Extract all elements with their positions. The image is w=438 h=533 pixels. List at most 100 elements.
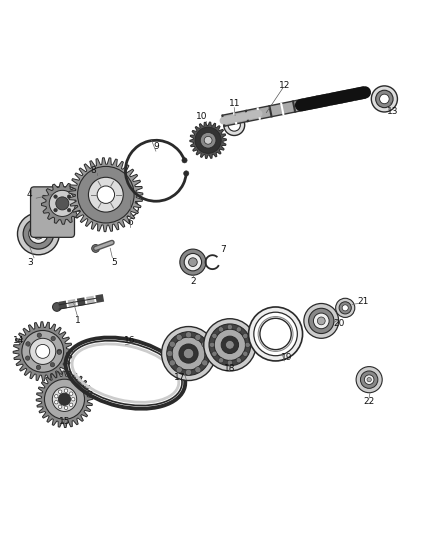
Text: 10: 10 bbox=[196, 112, 207, 121]
Circle shape bbox=[342, 305, 348, 311]
Circle shape bbox=[195, 127, 221, 154]
Circle shape bbox=[71, 398, 75, 401]
Text: 2: 2 bbox=[190, 277, 196, 286]
Circle shape bbox=[200, 133, 216, 148]
Text: 16: 16 bbox=[124, 336, 135, 345]
Circle shape bbox=[70, 392, 73, 395]
Circle shape bbox=[176, 367, 182, 373]
Circle shape bbox=[245, 342, 251, 348]
Circle shape bbox=[184, 349, 194, 359]
Circle shape bbox=[212, 351, 217, 357]
Polygon shape bbox=[42, 182, 83, 224]
Circle shape bbox=[356, 367, 382, 393]
Circle shape bbox=[55, 400, 58, 404]
Circle shape bbox=[54, 208, 57, 212]
Circle shape bbox=[228, 119, 240, 131]
Circle shape bbox=[167, 351, 173, 357]
Text: 11: 11 bbox=[229, 99, 240, 108]
Circle shape bbox=[367, 377, 371, 382]
Circle shape bbox=[318, 317, 325, 325]
Circle shape bbox=[56, 197, 69, 210]
Circle shape bbox=[167, 332, 210, 375]
Circle shape bbox=[380, 94, 389, 104]
Circle shape bbox=[172, 337, 205, 370]
Circle shape bbox=[185, 332, 191, 338]
Circle shape bbox=[92, 245, 99, 253]
Circle shape bbox=[204, 319, 256, 371]
Text: 9: 9 bbox=[153, 142, 159, 151]
Circle shape bbox=[226, 341, 234, 349]
Circle shape bbox=[58, 405, 62, 408]
Circle shape bbox=[254, 312, 297, 356]
Circle shape bbox=[336, 298, 355, 318]
Circle shape bbox=[57, 350, 61, 354]
Circle shape bbox=[57, 349, 61, 353]
Circle shape bbox=[360, 371, 378, 389]
Circle shape bbox=[121, 199, 138, 216]
Circle shape bbox=[227, 325, 233, 329]
Circle shape bbox=[23, 219, 53, 249]
Circle shape bbox=[29, 224, 48, 244]
Circle shape bbox=[371, 86, 397, 112]
Circle shape bbox=[219, 358, 223, 363]
Circle shape bbox=[304, 303, 339, 338]
Circle shape bbox=[204, 351, 210, 357]
Text: 20: 20 bbox=[333, 319, 344, 328]
Circle shape bbox=[162, 327, 215, 381]
Circle shape bbox=[376, 90, 393, 108]
Circle shape bbox=[180, 249, 206, 275]
Polygon shape bbox=[36, 371, 93, 427]
Circle shape bbox=[249, 307, 303, 361]
Circle shape bbox=[67, 208, 71, 212]
Circle shape bbox=[49, 190, 75, 216]
Circle shape bbox=[88, 177, 123, 212]
Polygon shape bbox=[13, 322, 72, 381]
Circle shape bbox=[188, 258, 197, 266]
Circle shape bbox=[169, 360, 175, 366]
Circle shape bbox=[18, 213, 59, 255]
Circle shape bbox=[364, 375, 374, 384]
Circle shape bbox=[58, 390, 62, 393]
Text: 6: 6 bbox=[127, 219, 133, 228]
Circle shape bbox=[209, 342, 215, 348]
Circle shape bbox=[26, 342, 30, 346]
Circle shape bbox=[45, 379, 85, 419]
Circle shape bbox=[55, 394, 58, 398]
Circle shape bbox=[219, 327, 223, 332]
Text: 17: 17 bbox=[174, 373, 186, 382]
Text: 13: 13 bbox=[387, 108, 399, 117]
Text: 4: 4 bbox=[27, 190, 32, 199]
Circle shape bbox=[169, 341, 175, 347]
Circle shape bbox=[126, 204, 134, 212]
Circle shape bbox=[176, 334, 182, 341]
Text: 14: 14 bbox=[13, 336, 25, 345]
Text: 21: 21 bbox=[357, 297, 368, 306]
Circle shape bbox=[179, 344, 198, 363]
FancyBboxPatch shape bbox=[31, 187, 74, 237]
Circle shape bbox=[201, 360, 208, 366]
Text: 15: 15 bbox=[59, 416, 70, 425]
Circle shape bbox=[209, 324, 251, 366]
Circle shape bbox=[224, 115, 245, 135]
Circle shape bbox=[227, 360, 233, 365]
Circle shape bbox=[53, 303, 61, 311]
Circle shape bbox=[67, 195, 71, 198]
Polygon shape bbox=[69, 158, 143, 232]
Circle shape bbox=[182, 158, 187, 163]
Circle shape bbox=[309, 308, 334, 334]
Circle shape bbox=[36, 344, 49, 358]
Circle shape bbox=[243, 351, 248, 357]
Circle shape bbox=[52, 387, 77, 411]
Circle shape bbox=[195, 334, 201, 341]
Circle shape bbox=[33, 229, 44, 239]
Circle shape bbox=[184, 254, 201, 271]
Circle shape bbox=[64, 389, 68, 392]
Circle shape bbox=[30, 338, 56, 365]
Circle shape bbox=[50, 362, 55, 367]
Text: 12: 12 bbox=[279, 82, 290, 91]
Text: 1: 1 bbox=[74, 317, 81, 326]
Text: 22: 22 bbox=[364, 397, 375, 406]
Circle shape bbox=[339, 302, 351, 314]
Circle shape bbox=[214, 329, 246, 360]
Circle shape bbox=[64, 406, 68, 409]
